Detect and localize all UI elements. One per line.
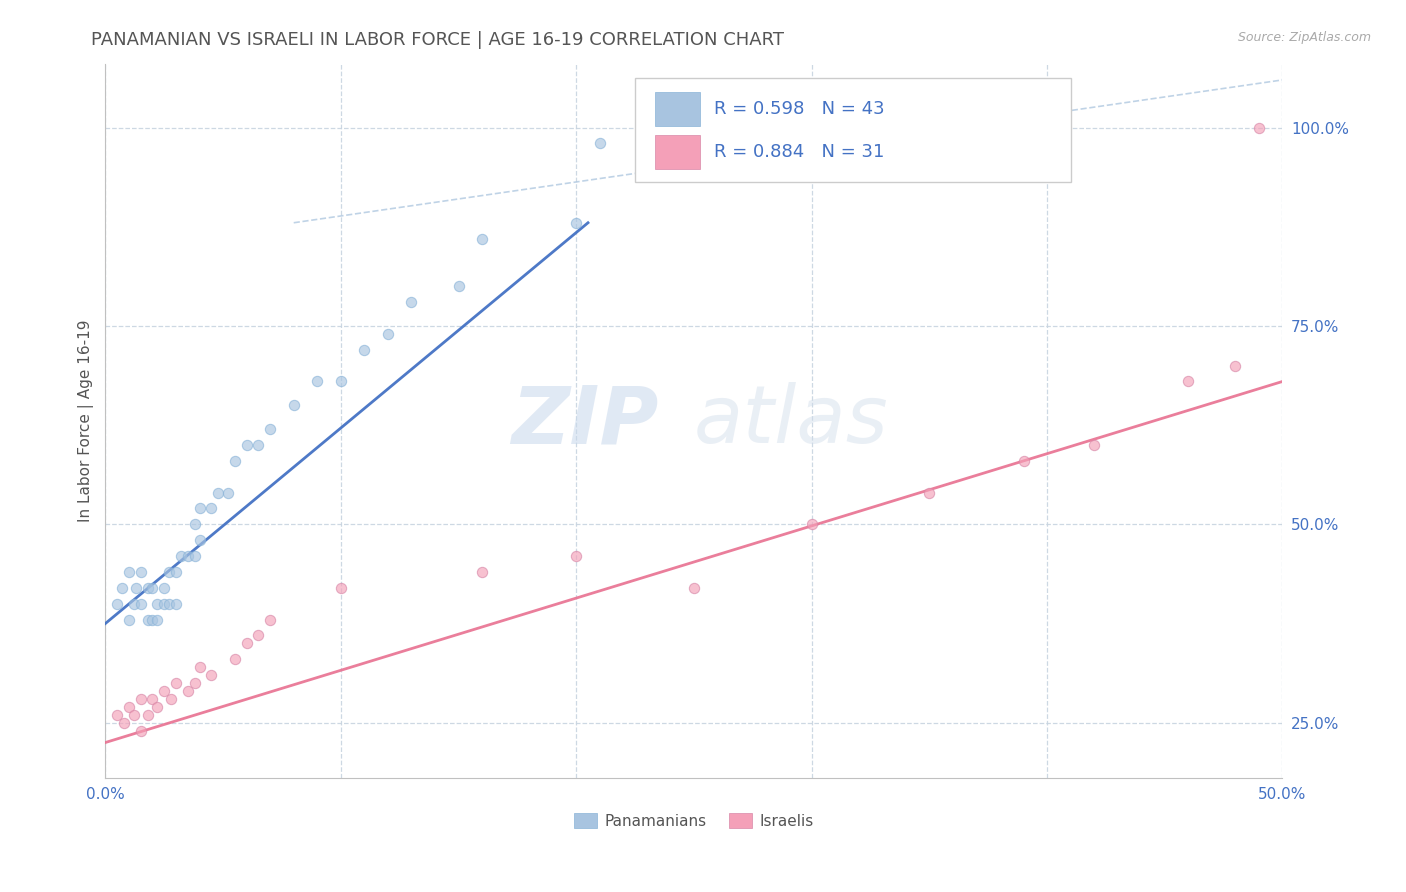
Point [112, 715, 135, 730]
Text: Source: ZipAtlas.com: Source: ZipAtlas.com [1237, 31, 1371, 45]
Point [224, 652, 246, 666]
Point [235, 636, 257, 650]
Point [105, 597, 128, 611]
Point [307, 375, 329, 389]
Point [118, 565, 141, 579]
Text: atlas: atlas [695, 382, 889, 460]
Point [235, 438, 257, 452]
Point [683, 581, 706, 595]
Point [141, 691, 163, 706]
Point [353, 343, 375, 357]
Point [565, 216, 588, 230]
Point [111, 581, 134, 595]
Point [129, 565, 152, 579]
Point [118, 699, 141, 714]
Point [188, 660, 211, 674]
Point [118, 613, 141, 627]
Point [200, 501, 222, 516]
Point [177, 549, 200, 563]
Point [1177, 375, 1199, 389]
Text: PANAMANIAN VS ISRAELI IN LABOR FORCE | AGE 16-19 CORRELATION CHART: PANAMANIAN VS ISRAELI IN LABOR FORCE | A… [91, 31, 785, 49]
Point [129, 723, 152, 738]
Point [1083, 438, 1105, 452]
Point [589, 136, 612, 151]
FancyBboxPatch shape [636, 78, 1070, 182]
Point [170, 549, 193, 563]
Point [141, 613, 163, 627]
Point [165, 676, 187, 690]
Point [153, 597, 176, 611]
Point [800, 517, 823, 532]
Point [136, 707, 159, 722]
Point [165, 565, 187, 579]
Point [153, 581, 176, 595]
Point [129, 597, 152, 611]
Y-axis label: In Labor Force | Age 16-19: In Labor Force | Age 16-19 [79, 320, 94, 523]
Point [122, 597, 145, 611]
Point [157, 597, 180, 611]
Point [1225, 359, 1247, 373]
Text: ZIP: ZIP [512, 382, 658, 460]
Point [471, 565, 494, 579]
Point [146, 699, 169, 714]
Point [377, 326, 399, 341]
Point [565, 549, 588, 563]
Text: R = 0.884   N = 31: R = 0.884 N = 31 [714, 143, 884, 161]
Text: R = 0.598   N = 43: R = 0.598 N = 43 [714, 100, 884, 118]
Point [259, 422, 281, 436]
Point [184, 676, 207, 690]
Point [184, 517, 207, 532]
Point [259, 613, 281, 627]
Point [200, 668, 222, 682]
Point [918, 485, 941, 500]
Point [141, 581, 163, 595]
Point [217, 485, 239, 500]
Point [1012, 454, 1035, 468]
Point [146, 613, 169, 627]
Point [177, 684, 200, 698]
Point [224, 454, 246, 468]
Point [447, 279, 470, 293]
Point [188, 533, 211, 548]
Point [122, 707, 145, 722]
Point [188, 501, 211, 516]
Point [247, 438, 270, 452]
Point [129, 691, 152, 706]
Point [283, 398, 305, 412]
Point [105, 707, 128, 722]
Point [146, 597, 169, 611]
Point [471, 232, 494, 246]
Point [329, 375, 352, 389]
Point [165, 597, 187, 611]
Point [136, 581, 159, 595]
Bar [655, 135, 700, 169]
Point [247, 628, 270, 642]
Point [157, 565, 180, 579]
Point [401, 295, 423, 310]
Point [153, 684, 176, 698]
Point [207, 485, 229, 500]
Bar [655, 92, 700, 126]
Point [329, 581, 352, 595]
Point [1247, 120, 1270, 135]
Point [136, 613, 159, 627]
Point [160, 691, 183, 706]
Legend: Panamanians, Israelis: Panamanians, Israelis [568, 806, 820, 835]
Point [184, 549, 207, 563]
Point [125, 581, 148, 595]
